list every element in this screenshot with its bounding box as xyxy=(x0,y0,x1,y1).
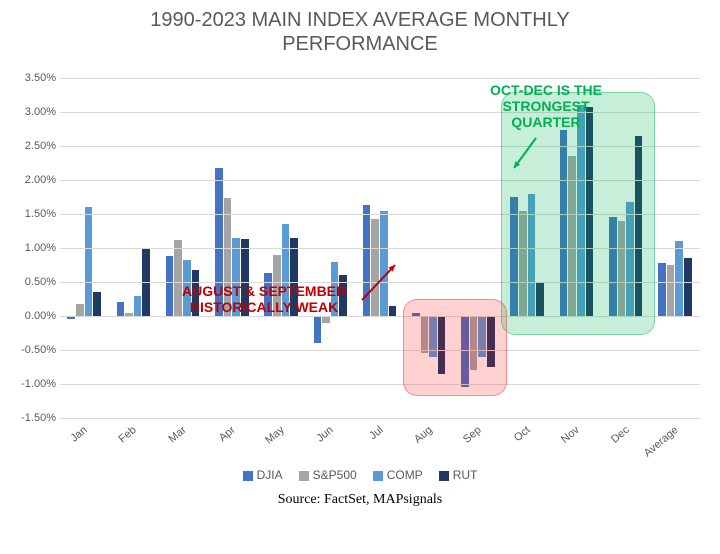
y-axis-label: 2.00% xyxy=(6,174,56,186)
y-axis-label: 2.50% xyxy=(6,140,56,152)
bar-S&P500-Jan xyxy=(76,304,84,316)
title-line1: 1990-2023 MAIN INDEX AVERAGE MONTHLY xyxy=(0,8,720,32)
y-axis-label: 3.00% xyxy=(6,106,56,118)
x-axis-label: Nov xyxy=(559,424,582,446)
y-axis-label: 1.50% xyxy=(6,208,56,220)
legend-item-DJIA: DJIA xyxy=(243,468,283,482)
bar-RUT-Average xyxy=(684,258,692,316)
annotation-line: QUARTER xyxy=(490,114,602,130)
bar-DJIA-Average xyxy=(658,263,666,316)
source-text: Source: FactSet, MAPsignals xyxy=(0,492,720,508)
strong-note-arrow xyxy=(506,130,544,176)
x-axis-label: Jan xyxy=(69,424,90,445)
gridline xyxy=(60,350,700,351)
legend-swatch xyxy=(439,471,449,481)
bar-S&P500-Jun xyxy=(322,316,330,323)
annotation-line: AUGUST & SEPTEMBER xyxy=(182,283,346,299)
y-axis-label: 0.00% xyxy=(6,310,56,322)
x-axis-label: Aug xyxy=(412,424,435,446)
gridline xyxy=(60,78,700,79)
legend-swatch xyxy=(299,471,309,481)
annotation-line: OCT-DEC IS THE xyxy=(490,82,602,98)
bar-DJIA-Feb xyxy=(117,302,125,316)
bar-COMP-Jan xyxy=(85,207,93,316)
x-axis-label: Feb xyxy=(117,424,139,445)
bar-S&P500-Mar xyxy=(174,240,182,316)
legend-label: S&P500 xyxy=(313,468,357,482)
aug-sep-box xyxy=(403,299,507,396)
title-line2: PERFORMANCE xyxy=(0,32,720,56)
bar-RUT-Jan xyxy=(93,292,101,316)
x-axis-label: Oct xyxy=(512,424,533,444)
x-axis-label: May xyxy=(263,424,287,447)
legend-label: RUT xyxy=(453,468,478,482)
y-axis-label: -1.50% xyxy=(6,412,56,424)
plot-area xyxy=(60,78,700,418)
x-axis-label: Sep xyxy=(461,424,484,446)
legend-swatch xyxy=(243,471,253,481)
bar-COMP-Feb xyxy=(134,296,142,316)
bar-DJIA-Mar xyxy=(166,256,174,316)
gridline xyxy=(60,384,700,385)
bar-COMP-Average xyxy=(675,241,683,316)
bar-S&P500-Average xyxy=(667,265,675,316)
y-axis-label: -1.00% xyxy=(6,378,56,390)
annotation-line: HISTORICALLY WEAK xyxy=(182,299,346,315)
x-axis-label: Dec xyxy=(609,424,632,446)
x-axis-label: Jul xyxy=(367,424,385,442)
strong-note: OCT-DEC IS THESTRONGESTQUARTER xyxy=(490,82,602,130)
weak-note: AUGUST & SEPTEMBERHISTORICALLY WEAK xyxy=(182,283,346,315)
x-axis-label: Mar xyxy=(166,424,188,445)
y-axis-label: 1.00% xyxy=(6,242,56,254)
legend-label: COMP xyxy=(387,468,423,482)
legend-swatch xyxy=(373,471,383,481)
chart-title: 1990-2023 MAIN INDEX AVERAGE MONTHLY PER… xyxy=(0,0,720,56)
x-axis-label: Jun xyxy=(315,424,336,445)
y-axis-label: 0.50% xyxy=(6,276,56,288)
weak-note-arrow xyxy=(354,257,403,308)
annotation-line: STRONGEST xyxy=(490,98,602,114)
bar-DJIA-Jun xyxy=(314,316,322,343)
y-axis-label: 3.50% xyxy=(6,72,56,84)
legend: DJIA S&P500 COMP RUT xyxy=(0,468,720,482)
legend-item-S&P500: S&P500 xyxy=(299,468,357,482)
y-axis-label: -0.50% xyxy=(6,344,56,356)
gridline xyxy=(60,418,700,419)
legend-item-COMP: COMP xyxy=(373,468,423,482)
legend-label: DJIA xyxy=(257,468,283,482)
legend-item-RUT: RUT xyxy=(439,468,478,482)
x-axis-label: Average xyxy=(642,424,681,459)
x-axis-label: Apr xyxy=(217,424,238,444)
